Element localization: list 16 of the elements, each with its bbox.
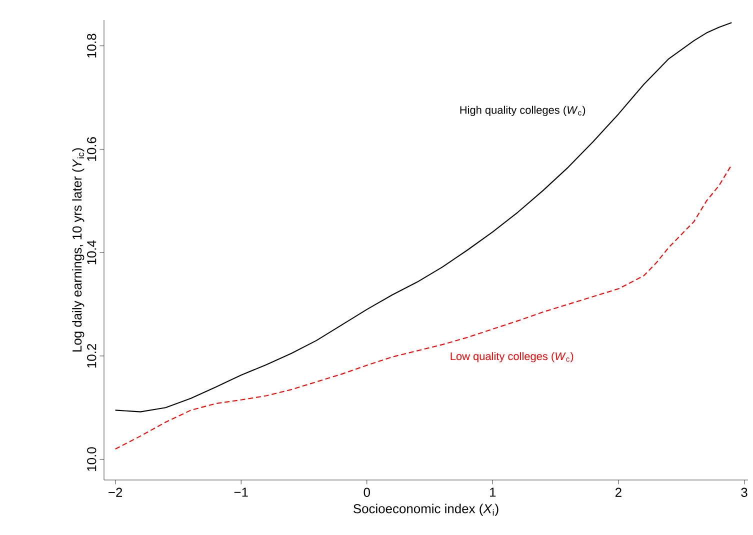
y-tick-label: 10.0 <box>87 447 96 471</box>
y-tick-label: 10.4 <box>87 240 96 264</box>
x-tick-label: 1 <box>490 488 496 497</box>
text: High quality colleges (W$_{c}$) <box>460 106 586 116</box>
x-tick-label: 3 <box>741 488 748 497</box>
x-tick-label: 2 <box>616 488 622 497</box>
x-axis-title: Socioeconomic index (X$_{i}$) <box>354 504 498 516</box>
y-axis-title: Log daily earnings, 10 yrs later (Y$_{ic}$) <box>72 148 84 352</box>
x-tick-label: −1 <box>234 488 248 497</box>
y-tick-label: 10.6 <box>87 137 96 161</box>
line-series <box>114 22 732 412</box>
x-tick-label: −2 <box>108 488 122 497</box>
y-tick-label: 10.8 <box>87 34 96 58</box>
series-label: Low quality colleges (W$_{c}$) <box>450 352 574 362</box>
y-tick-label: 10.2 <box>87 344 96 368</box>
x-tick-label: 0 <box>364 488 370 497</box>
